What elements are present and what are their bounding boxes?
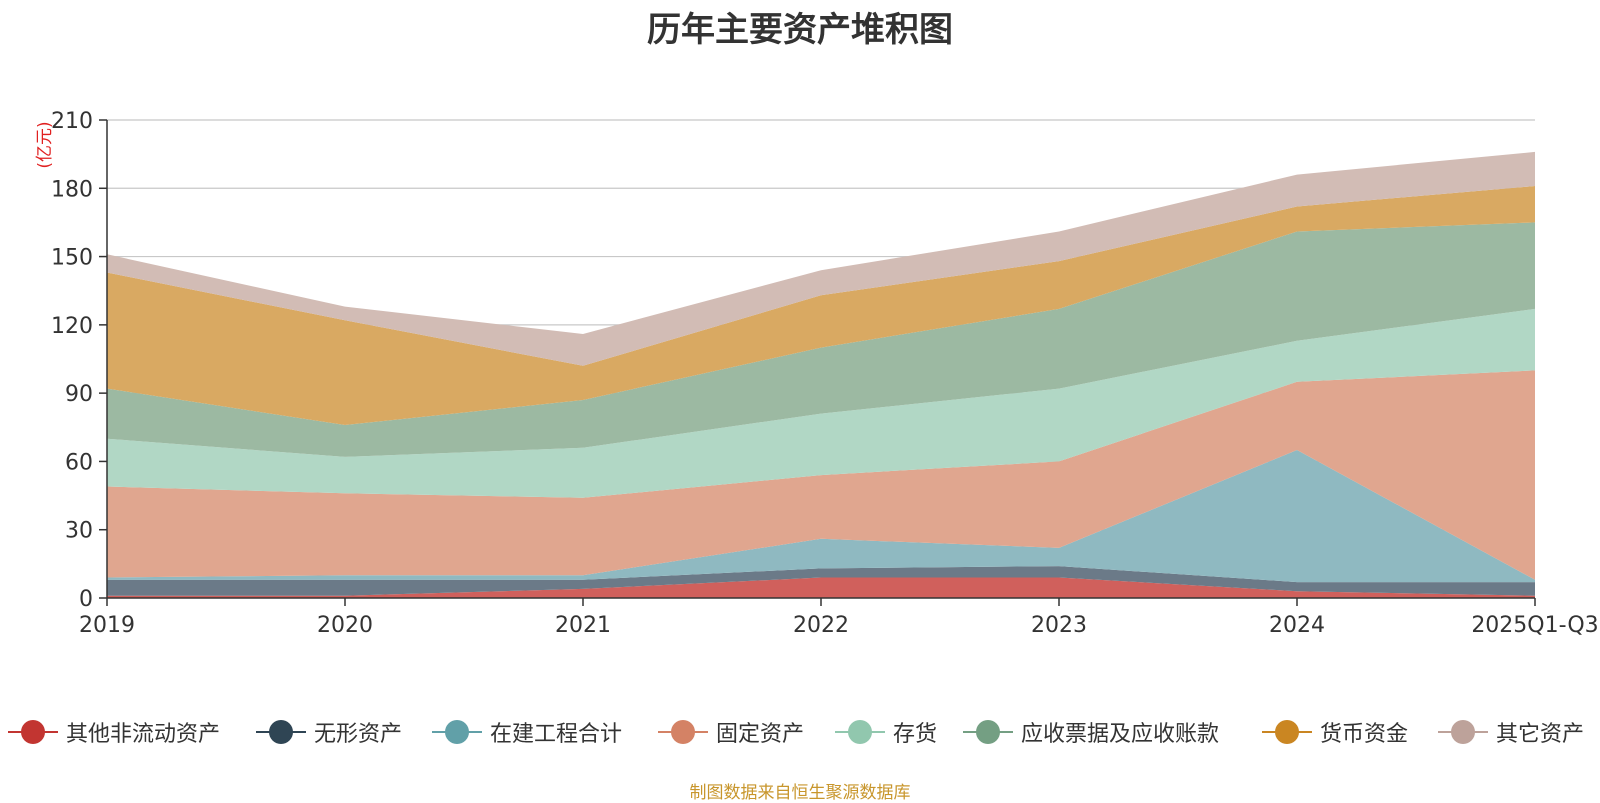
y-tick-label: 120 — [51, 314, 93, 339]
legend-item[interactable]: 存货 — [835, 712, 937, 752]
legend-label: 无形资产 — [314, 722, 403, 747]
x-tick-label: 2025Q1-Q3 — [1471, 613, 1598, 638]
y-tick-label: 180 — [51, 177, 93, 202]
legend-item[interactable]: 无形资产 — [256, 712, 402, 752]
y-tick-label: 210 — [51, 109, 93, 134]
legend-item[interactable]: 货币资金 — [1262, 712, 1408, 752]
x-tick-label: 2024 — [1269, 613, 1325, 638]
legend-marker-icon — [963, 712, 1013, 752]
legend-label: 存货 — [893, 722, 938, 747]
y-tick-label: 60 — [65, 450, 93, 475]
legend-marker-icon — [256, 712, 306, 752]
area-series-3[interactable] — [107, 370, 1535, 580]
legend-marker-icon — [658, 712, 708, 752]
area-series-0[interactable] — [107, 577, 1535, 599]
legend-marker-icon — [835, 712, 885, 752]
legend-marker-icon — [1438, 712, 1488, 752]
legend-label: 应收票据及应收账款 — [1021, 722, 1220, 747]
source-note: 制图数据来自恒生聚源数据库 — [689, 783, 911, 803]
legend-label: 固定资产 — [716, 722, 805, 747]
legend-label: 在建工程合计 — [490, 722, 623, 747]
legend-marker-icon — [8, 712, 58, 752]
area-series-5[interactable] — [107, 222, 1535, 457]
chart-title: 历年主要资产堆积图 — [647, 10, 953, 50]
legend-label: 货币资金 — [1320, 722, 1409, 747]
legend: 其他非流动资产 无形资产 在建工程合计 固定资产 存货 应收票据及应收账款 货币资金 其它资产 — [0, 712, 1600, 752]
legend-item[interactable]: 在建工程合计 — [432, 712, 622, 752]
legend-label: 其他非流动资产 — [66, 722, 221, 747]
area-series-6[interactable] — [107, 186, 1535, 425]
y-tick-label: 90 — [65, 382, 93, 407]
legend-item[interactable]: 其他非流动资产 — [8, 712, 220, 752]
y-tick-label: 30 — [65, 519, 93, 544]
area-series-4[interactable] — [107, 308, 1535, 498]
y-tick-label: 150 — [51, 246, 93, 271]
area-series-2[interactable] — [107, 450, 1535, 583]
legend-item[interactable]: 应收票据及应收账款 — [963, 712, 1219, 752]
x-tick-label: 2023 — [1031, 613, 1087, 638]
legend-marker-icon — [432, 712, 482, 752]
legend-item[interactable]: 固定资产 — [658, 712, 804, 752]
legend-item[interactable]: 其它资产 — [1438, 712, 1584, 752]
axes: 0 30 60 90 120 150 180 210 2019 2020 2021 2022 2023 2… — [51, 109, 1599, 638]
legend-marker-icon — [1262, 712, 1312, 752]
x-tick-label: 2022 — [793, 613, 849, 638]
area-series-7[interactable] — [107, 151, 1535, 366]
y-axis-unit-label: (亿元) — [35, 121, 55, 168]
area-series-layer — [107, 151, 1535, 599]
y-tick-label: 0 — [79, 587, 93, 612]
legend-label: 其它资产 — [1496, 722, 1585, 747]
x-tick-label: 2020 — [317, 613, 373, 638]
x-tick-label: 2019 — [79, 613, 135, 638]
area-series-1[interactable] — [107, 566, 1535, 596]
x-tick-label: 2021 — [555, 613, 611, 638]
